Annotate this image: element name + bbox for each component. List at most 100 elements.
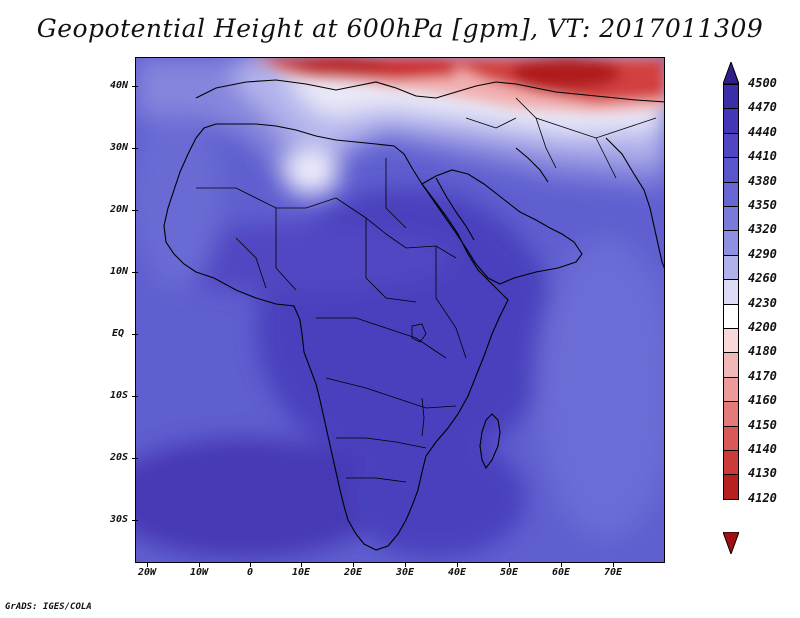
lake-malawi bbox=[421, 397, 425, 437]
lon-tick bbox=[199, 562, 200, 567]
lon-tick bbox=[509, 562, 510, 567]
lat-label: 40N bbox=[109, 80, 128, 91]
border-5 bbox=[316, 317, 447, 359]
colorbar-swatch bbox=[723, 206, 739, 232]
border-8 bbox=[346, 477, 407, 483]
colorbar-label: 4140 bbox=[748, 442, 777, 456]
lat-tick bbox=[132, 334, 138, 335]
border-7 bbox=[336, 437, 427, 449]
lat-label: 30S bbox=[109, 514, 128, 525]
lat-label: 30N bbox=[109, 142, 128, 153]
lon-tick bbox=[353, 562, 354, 567]
colorbar-label: 4230 bbox=[748, 295, 777, 310]
colorbar-swatch bbox=[723, 108, 739, 134]
border-11 bbox=[235, 237, 267, 289]
field-light-blue-west bbox=[136, 108, 221, 288]
lon-tick bbox=[561, 562, 562, 567]
lon-label: 10E bbox=[291, 567, 311, 578]
plot-title: Geopotential Height at 600hPa [gpm], VT:… bbox=[36, 14, 764, 43]
lon-label: 30E bbox=[395, 567, 415, 578]
country-borders bbox=[196, 97, 657, 483]
lon-label: 70E bbox=[603, 567, 623, 578]
coastlines bbox=[163, 79, 664, 551]
lat-tick bbox=[132, 86, 138, 87]
colorbar-label: 4410 bbox=[748, 149, 777, 164]
colorbar-swatch bbox=[723, 328, 739, 354]
lon-tick bbox=[457, 562, 458, 567]
field-dark-blue-southern-africa bbox=[346, 438, 526, 558]
africa-coastline bbox=[163, 123, 509, 551]
lat-label: 10N bbox=[109, 266, 128, 277]
lon-label: 20W bbox=[137, 567, 157, 578]
persian-gulf bbox=[515, 147, 549, 183]
colorbar-label: 4120 bbox=[748, 490, 777, 505]
lat-tick bbox=[132, 148, 138, 149]
colorbar-swatch bbox=[723, 401, 739, 427]
madagascar-coastline bbox=[479, 413, 501, 470]
border-6 bbox=[325, 377, 457, 409]
border-3 bbox=[335, 197, 457, 259]
colorbar-swatch bbox=[723, 132, 739, 159]
colorbar-label: 4320 bbox=[748, 222, 777, 237]
map-panel bbox=[135, 57, 665, 563]
lon-label: 60E bbox=[551, 567, 571, 578]
colorbar-swatch bbox=[723, 279, 739, 305]
lat-tick bbox=[132, 520, 138, 521]
lon-tick bbox=[250, 562, 251, 567]
colorbar-swatch bbox=[723, 303, 739, 329]
colorbar-label: 4500 bbox=[748, 76, 777, 90]
lon-label: 10W bbox=[189, 567, 209, 578]
lon-tick bbox=[147, 562, 148, 567]
field-dark-red-core-west bbox=[286, 58, 386, 76]
mediterranean-coast bbox=[195, 79, 664, 103]
colorbar-label: 4200 bbox=[748, 320, 777, 334]
lon-tick bbox=[405, 562, 406, 567]
lon-tick bbox=[613, 562, 614, 567]
colorbar-swatch bbox=[723, 254, 739, 281]
lat-label: EQ bbox=[111, 328, 124, 339]
red-sea-coast bbox=[435, 177, 475, 241]
field-dark-red-core bbox=[511, 58, 621, 89]
lat-label: 10S bbox=[109, 390, 128, 401]
colorbar-swatch bbox=[723, 84, 739, 110]
lon-label: 20E bbox=[343, 567, 363, 578]
border-4 bbox=[365, 218, 417, 303]
border-9 bbox=[385, 158, 407, 229]
credit-text: GrADS: IGES/COLA bbox=[5, 602, 92, 612]
lake-victoria bbox=[411, 323, 427, 343]
colorbar-label: 4130 bbox=[748, 466, 777, 481]
colorbar-label: 4150 bbox=[748, 417, 777, 432]
field-dark-blue-sahel bbox=[136, 223, 456, 293]
colorbar-label: 4440 bbox=[748, 124, 777, 139]
colorbar-swatch bbox=[723, 230, 739, 256]
field-dark-blue-south-atlantic bbox=[136, 438, 386, 558]
colorbar-label: 4350 bbox=[748, 198, 777, 212]
lon-label: 0 bbox=[246, 567, 254, 578]
colorbar-label: 4160 bbox=[748, 393, 777, 408]
border-14 bbox=[595, 137, 617, 179]
border-13 bbox=[535, 117, 557, 169]
colorbar-label: 4290 bbox=[748, 246, 777, 261]
border-12 bbox=[515, 97, 657, 139]
border-15 bbox=[465, 117, 517, 129]
colorbar-swatch bbox=[723, 474, 739, 500]
lat-label: 20N bbox=[109, 204, 128, 215]
border-2 bbox=[275, 208, 297, 291]
lon-label: 50E bbox=[499, 567, 519, 578]
colorbar-label: 4170 bbox=[748, 368, 777, 383]
border-10 bbox=[435, 246, 467, 359]
lon-label: 40E bbox=[447, 567, 467, 578]
arabian-coastline bbox=[421, 169, 583, 285]
map-svg bbox=[136, 58, 664, 562]
lat-tick bbox=[132, 396, 138, 397]
lon-tick bbox=[301, 562, 302, 567]
field-pale-patch-sahara bbox=[283, 151, 339, 195]
field-light-blue-indian-ocean bbox=[536, 238, 664, 538]
colorbar-label: 4380 bbox=[748, 173, 777, 188]
colorbar-arrow-top bbox=[723, 62, 739, 84]
lat-tick bbox=[132, 458, 138, 459]
colorbar-label: 4180 bbox=[748, 344, 777, 359]
lat-label: 20S bbox=[109, 452, 128, 463]
india-coastline bbox=[605, 137, 664, 269]
colorbar-swatch bbox=[723, 450, 739, 476]
